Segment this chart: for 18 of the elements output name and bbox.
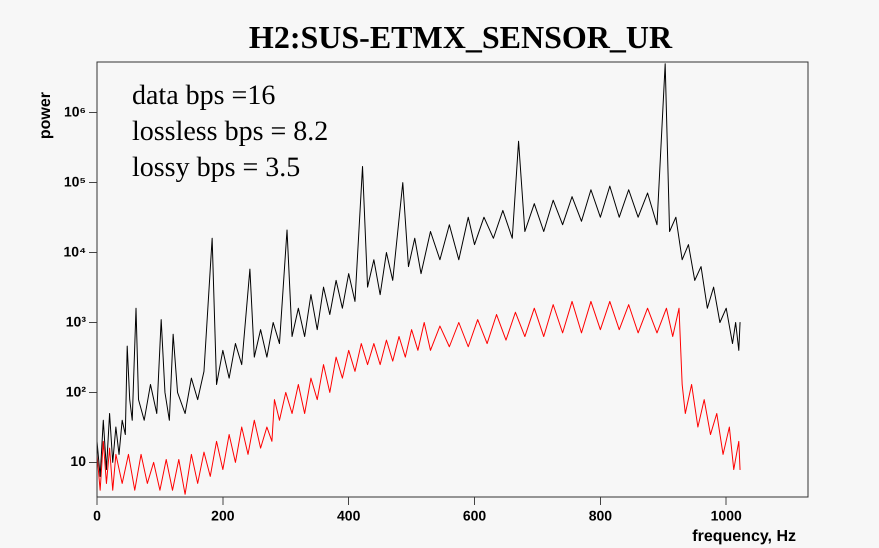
- annotation: data bps =16: [132, 80, 276, 111]
- y-axis-title: power: [37, 92, 54, 140]
- x-tick-label: 400: [337, 507, 361, 524]
- y-tick-label: 10⁵: [64, 173, 86, 190]
- annotation: lossy bps = 3.5: [132, 152, 300, 183]
- y-tick-label: 10²: [66, 383, 86, 400]
- x-tick-label: 200: [211, 507, 235, 524]
- y-tick-label: 10⁴: [64, 243, 86, 260]
- y-tick-label: 10³: [66, 313, 86, 330]
- x-tick-label: 1000: [710, 507, 742, 524]
- y-tick-label: 10⁶: [64, 104, 86, 120]
- annotation: lossless bps = 8.2: [132, 116, 328, 147]
- x-tick-label: 0: [93, 507, 102, 524]
- x-axis-title: frequency, Hz: [692, 528, 796, 545]
- x-tick-label: 600: [462, 507, 486, 524]
- y-tick-label: 10: [70, 453, 86, 470]
- x-tick-label: 800: [588, 507, 612, 524]
- chart-title: H2:SUS-ETMX_SENSOR_UR: [248, 19, 673, 55]
